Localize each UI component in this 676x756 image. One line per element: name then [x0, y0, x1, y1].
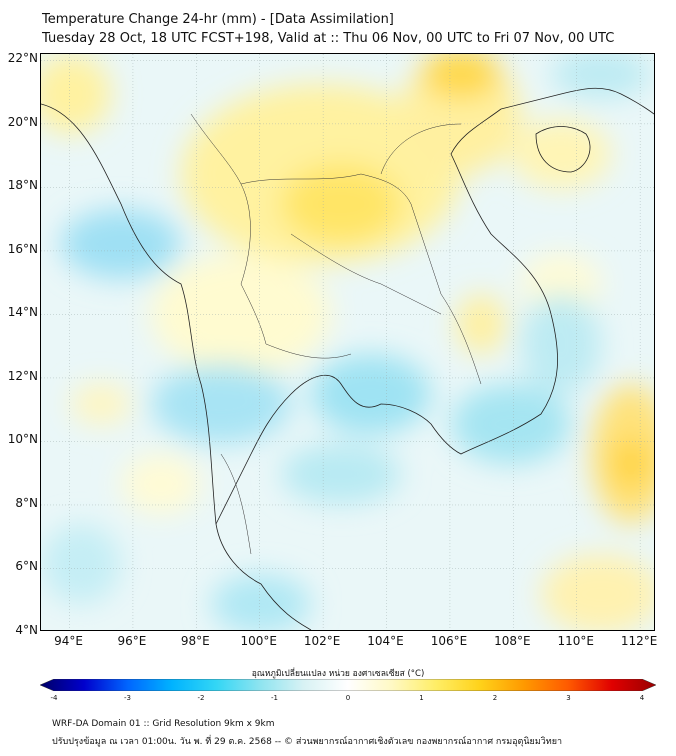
latitude-label: 10°N	[7, 432, 38, 447]
longitude-label: 98°E	[180, 634, 210, 648]
latitude-label: 6°N	[15, 559, 38, 574]
footer-model-info: WRF-DA Domain 01 :: Grid Resolution 9km …	[52, 719, 275, 729]
longitude-label: 112°E	[620, 634, 658, 648]
latitude-label: 18°N	[7, 178, 38, 193]
latitude-label: 22°N	[7, 51, 38, 66]
colorbar-title: อุณหภูมิเปลี่ยนแปลง หน่วย องศาเซลเซียส (…	[251, 669, 425, 679]
colorbar-tick-label: 4	[639, 694, 645, 702]
map-title: Temperature Change 24-hr (mm) - [Data As…	[42, 12, 394, 27]
map-subtitle: Tuesday 28 Oct, 18 UTC FCST+198, Valid a…	[42, 31, 615, 46]
latitude-label: 20°N	[7, 114, 38, 129]
longitude-label: 102°E	[303, 634, 341, 648]
colorbar-tick-label: 2	[492, 694, 498, 702]
longitude-label: 108°E	[494, 634, 531, 648]
colorbar-tick-label: -2	[197, 694, 205, 702]
admin-borders	[190, 113, 482, 555]
longitude-label: 110°E	[557, 634, 594, 648]
longitude-label: 100°E	[240, 634, 277, 648]
latitude-label: 14°N	[7, 305, 38, 320]
latitude-label: 12°N	[7, 368, 38, 383]
latitude-label: 8°N	[15, 495, 38, 510]
colorbar-tick-label: 1	[419, 694, 424, 702]
colorbar-tick-label: -1	[271, 694, 278, 702]
latitude-label: 16°N	[7, 241, 38, 256]
colorbar-tick-label: 3	[566, 694, 571, 702]
temperature-change-map	[40, 53, 655, 631]
colorbar-tick-label: 0	[345, 694, 351, 702]
temperature-field	[41, 54, 654, 630]
coastlines	[41, 87, 654, 630]
colorbar	[40, 679, 656, 691]
longitude-label: 104°E	[367, 634, 404, 648]
longitude-label: 106°E	[430, 634, 468, 648]
latitude-label: 4°N	[15, 623, 38, 637]
longitude-label: 94°E	[54, 634, 83, 648]
longitude-label: 96°E	[117, 634, 147, 648]
footer-update-info: ปรับปรุงข้อมูล ณ เวลา 01:00น. วัน พ. ที่…	[52, 737, 563, 747]
colorbar-tick-label: -3	[124, 694, 131, 702]
colorbar-tick-label: -4	[50, 694, 58, 702]
gridlines	[41, 54, 654, 630]
map-canvas	[41, 54, 654, 630]
